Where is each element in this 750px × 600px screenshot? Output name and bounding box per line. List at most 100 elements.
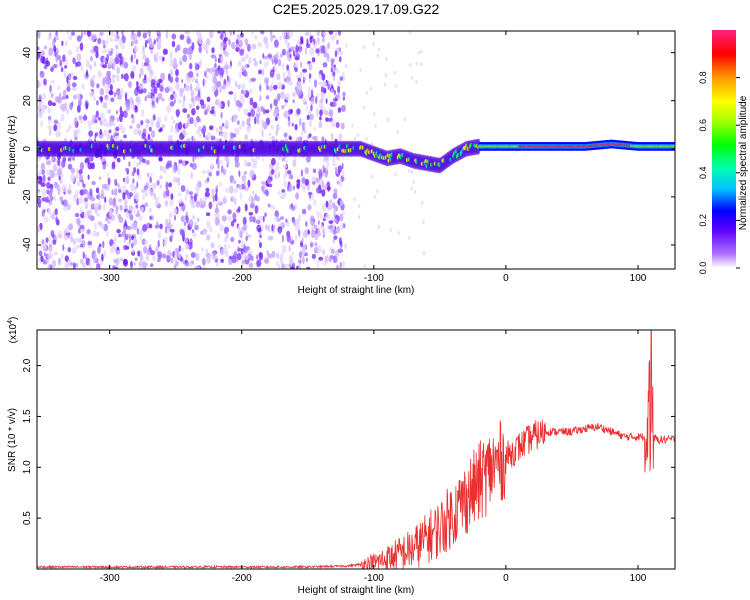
heatmap-noise-cell bbox=[228, 91, 234, 95]
heatmap-noise-cell bbox=[289, 266, 295, 269]
heatmap-noise-cell bbox=[76, 61, 82, 67]
heatmap-noise-cell bbox=[325, 213, 330, 221]
heatmap-noise-cell bbox=[271, 250, 276, 259]
heatmap-noise-cell bbox=[259, 84, 262, 92]
heatmap-noise-cell bbox=[142, 54, 147, 60]
heatmap-noise-cell bbox=[137, 250, 141, 257]
heatmap-noise-cell bbox=[230, 220, 235, 227]
spectrogram-x-axis-label: Height of straight line (km) bbox=[298, 285, 415, 296]
heatmap-noise-cell bbox=[261, 68, 265, 76]
heatmap-noise-cell bbox=[278, 263, 281, 269]
heatmap-noise-cell bbox=[164, 200, 169, 207]
heatmap-noise-cell bbox=[83, 113, 87, 121]
heatmap-noise-cell bbox=[67, 157, 72, 162]
heatmap-noise-cell bbox=[94, 222, 97, 230]
heatmap-noise-cell bbox=[74, 212, 80, 218]
heatmap-noise-cell bbox=[137, 129, 142, 136]
heatmap-noise-cell bbox=[97, 246, 101, 254]
heatmap-noise-cell bbox=[53, 45, 57, 52]
heatmap-noise-cell bbox=[413, 189, 417, 194]
heatmap-noise-cell bbox=[339, 76, 343, 81]
heatmap-noise-cell bbox=[422, 251, 426, 256]
heatmap-noise-cell bbox=[310, 241, 314, 248]
heatmap-noise-cell bbox=[52, 164, 58, 172]
heatmap-noise-cell bbox=[46, 181, 51, 189]
heatmap-noise-cell bbox=[247, 112, 252, 117]
heatmap-noise-cell bbox=[304, 167, 309, 175]
heatmap-noise-cell bbox=[73, 193, 78, 203]
heatmap-noise-cell bbox=[100, 193, 105, 200]
heatmap-noise-cell bbox=[341, 104, 346, 112]
heatmap-noise-cell bbox=[254, 34, 258, 40]
colorbar-gradient bbox=[712, 30, 736, 268]
heatmap-noise-cell bbox=[210, 135, 216, 141]
heatmap-noise-cell bbox=[192, 215, 195, 220]
heatmap-noise-cell bbox=[113, 188, 118, 197]
heatmap-noise-cell bbox=[195, 253, 200, 261]
heatmap-noise-cell bbox=[149, 49, 154, 54]
heatmap-noise-cell bbox=[261, 156, 264, 163]
heatmap-noise-cell bbox=[328, 199, 333, 204]
heatmap-noise-cell bbox=[338, 156, 341, 161]
heatmap-noise-cell bbox=[131, 31, 134, 36]
heatmap-noise-cell bbox=[97, 71, 103, 78]
heatmap-noise-cell bbox=[118, 38, 123, 46]
heatmap-noise-cell bbox=[170, 125, 174, 134]
heatmap-noise-cell bbox=[289, 174, 294, 180]
heatmap-noise-cell bbox=[311, 253, 316, 260]
heatmap-noise-cell bbox=[275, 130, 279, 136]
heatmap-noise-cell bbox=[324, 255, 329, 263]
heatmap-noise-cell bbox=[123, 110, 128, 119]
heatmap-noise-cell bbox=[211, 66, 215, 73]
heatmap-noise-cell bbox=[342, 96, 345, 101]
heatmap-noise-cell bbox=[92, 74, 96, 80]
heatmap-noise-cell bbox=[214, 56, 217, 63]
heatmap-noise-cell bbox=[37, 225, 41, 233]
heatmap-noise-cell bbox=[256, 117, 260, 125]
heatmap-noise-cell bbox=[169, 228, 175, 233]
heatmap-noise-cell bbox=[111, 189, 114, 195]
heatmap-noise-cell bbox=[154, 183, 158, 188]
heatmap-noise-cell bbox=[45, 60, 50, 67]
heatmap-noise-cell bbox=[218, 159, 223, 164]
heatmap-noise-cell bbox=[48, 207, 52, 216]
heatmap-noise-cell bbox=[212, 251, 216, 257]
heatmap-noise-cell bbox=[209, 226, 213, 233]
heatmap-noise-cell bbox=[172, 165, 177, 173]
heatmap-noise-cell bbox=[163, 240, 167, 247]
heatmap-noise-cell bbox=[168, 217, 171, 226]
snr-y-axis: 0.5 1.0 1.5 2.0 bbox=[22, 358, 675, 525]
heatmap-noise-cell bbox=[114, 266, 119, 269]
heatmap-noise-cell bbox=[257, 107, 261, 113]
heatmap-noise-cell bbox=[307, 229, 311, 235]
snr-plot-frame bbox=[36, 329, 676, 570]
heatmap-noise-cell bbox=[133, 45, 139, 53]
heatmap-noise-cell bbox=[394, 84, 397, 88]
heatmap-noise-cell bbox=[304, 47, 308, 55]
heatmap-noise-cell bbox=[316, 31, 320, 37]
heatmap-noise-cell bbox=[149, 215, 152, 221]
heatmap-noise-cell bbox=[408, 31, 412, 35]
heatmap-noise-cell bbox=[70, 173, 75, 183]
heatmap-noise-cell bbox=[281, 234, 284, 243]
heatmap-noise-cell bbox=[43, 78, 47, 86]
heatmap-noise-cell bbox=[97, 221, 103, 226]
heatmap-noise-cell bbox=[305, 103, 308, 113]
heatmap-noise-cell bbox=[191, 42, 195, 51]
heatmap-noise-cell bbox=[118, 52, 122, 59]
heatmap-noise-cell bbox=[241, 120, 245, 128]
heatmap-noise-cell bbox=[415, 79, 418, 84]
heatmap-noise-cell bbox=[217, 31, 221, 34]
heatmap-noise-cell bbox=[377, 224, 380, 229]
heatmap-noise-cell bbox=[176, 180, 181, 187]
heatmap-noise-cell bbox=[239, 191, 242, 200]
heatmap-noise-cell bbox=[237, 120, 240, 125]
heatmap-noise-cell bbox=[321, 227, 326, 236]
heatmap-noise-cell bbox=[234, 197, 237, 206]
heatmap-noise-cell bbox=[63, 102, 68, 111]
heatmap-noise-cell bbox=[222, 197, 227, 205]
heatmap-noise-cell bbox=[206, 255, 211, 264]
heatmap-noise-cell bbox=[39, 110, 43, 120]
heatmap-noise-cell bbox=[422, 220, 425, 224]
